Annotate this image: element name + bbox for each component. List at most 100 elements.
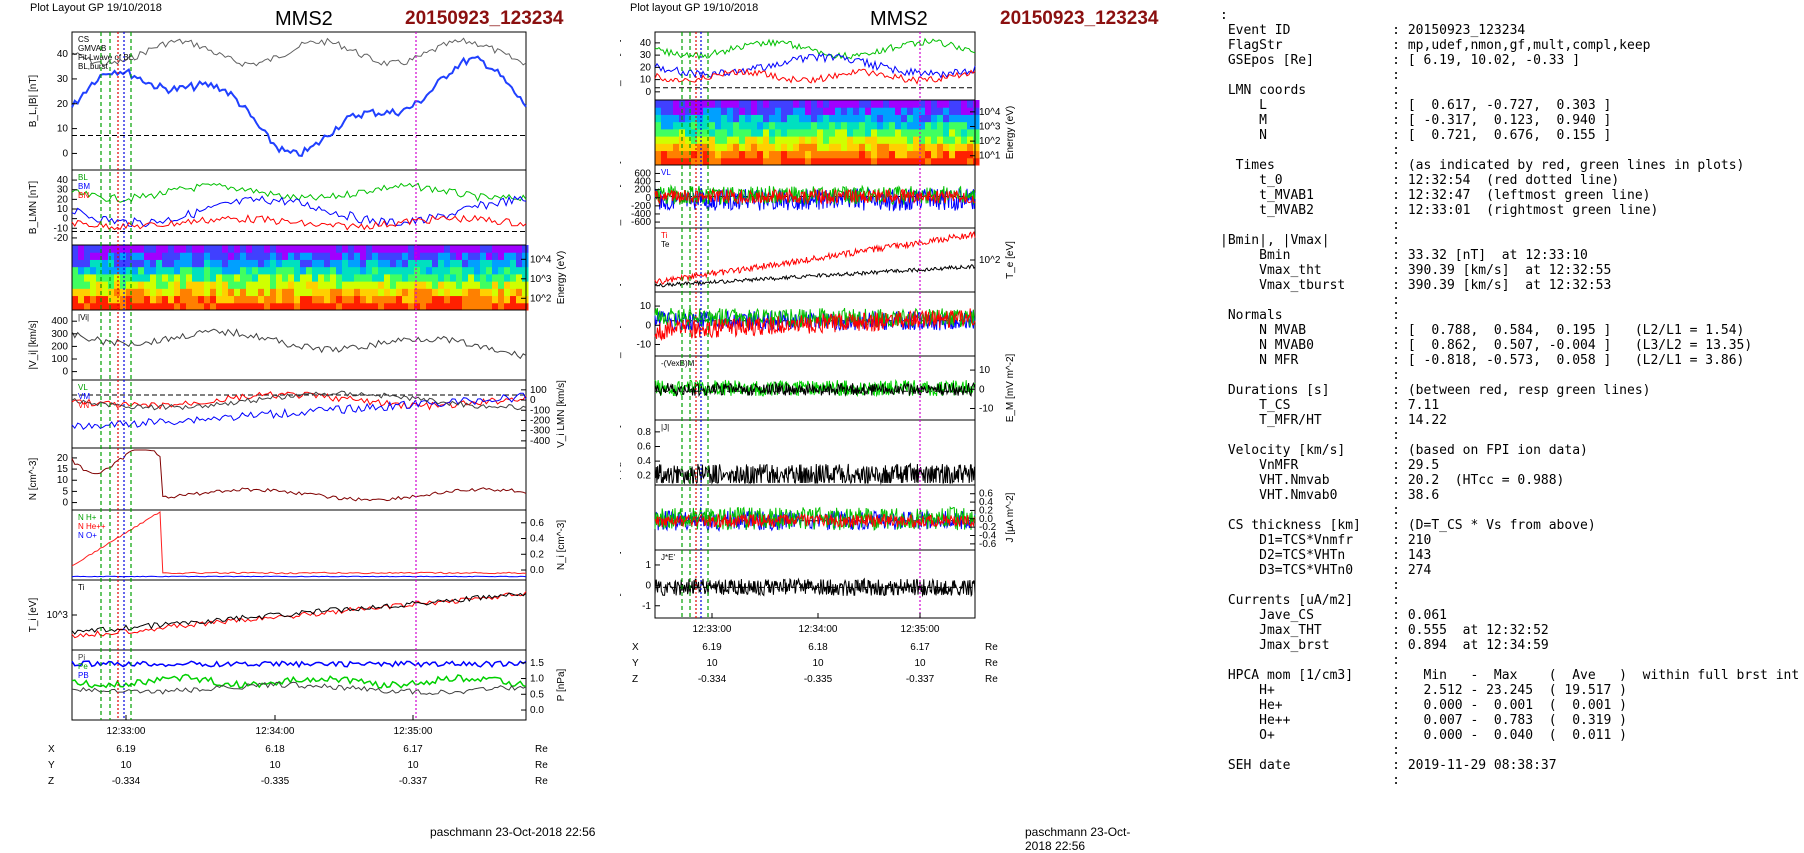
spectrogram-cell	[763, 150, 770, 159]
spectrogram-cell	[372, 302, 379, 311]
coord-row-label: Z	[48, 776, 54, 787]
spectrogram-cell	[294, 273, 301, 282]
spectrogram-cell	[757, 114, 764, 123]
spectrogram-cell	[522, 245, 529, 253]
spectrogram-cell	[829, 114, 836, 123]
spectrogram-cell	[162, 273, 169, 282]
spectrogram-cell	[150, 266, 157, 275]
spectrogram-cell	[402, 245, 409, 253]
spectrogram-cell	[126, 273, 133, 282]
spectrogram-cell	[78, 252, 85, 260]
spectrogram-cell	[282, 259, 289, 268]
spectrogram-cell	[877, 136, 884, 144]
spectrogram-cell	[847, 100, 854, 108]
y-tick-label: 0.0	[979, 514, 993, 525]
spectrogram-cell	[823, 121, 830, 130]
spectrogram-cell	[240, 273, 247, 282]
spectrogram-cell	[300, 259, 307, 268]
spectrogram-cell	[697, 157, 704, 166]
info-line: SEH date : 2019-11-29 08:38:37	[1220, 758, 1557, 773]
spectrogram-cell	[697, 114, 704, 123]
spectrogram-cell	[264, 295, 271, 304]
y-axis-label: T_i [eV]	[28, 598, 39, 633]
y-tick-label: 1.5	[530, 658, 544, 669]
panel-3: 10^2 10^3 10^4 Energy (eV)	[71, 244, 567, 311]
spectrogram-cell	[865, 121, 872, 130]
y-tick-label: 40	[57, 49, 69, 60]
spectrogram-cell	[492, 295, 499, 304]
spectrogram-cell	[516, 295, 523, 304]
spectrogram-cell	[793, 107, 800, 115]
spectrogram-cell	[510, 281, 517, 289]
spectrogram-cell	[673, 136, 680, 144]
spectrogram-cell	[504, 266, 511, 275]
spectrogram-cell	[270, 273, 277, 282]
spectrogram-cell	[156, 273, 163, 282]
spectrogram-cell	[198, 252, 205, 260]
info-line: D3=TCS*VHTn0 : 274	[1220, 563, 1432, 578]
panel-frame	[71, 169, 527, 246]
spectrogram-cell	[318, 252, 325, 260]
spectrogram-cell	[516, 245, 523, 253]
info-line: FlagStr : mp,udef,nmon,gf,mult,compl,kee…	[1220, 38, 1651, 53]
spectrogram-cell	[841, 150, 848, 159]
spectrogram-cell	[967, 143, 974, 152]
spectrogram-cell	[775, 157, 782, 166]
spectrogram-cell	[492, 252, 499, 260]
spectrogram-cell	[883, 107, 890, 115]
spectrogram-cell	[240, 259, 247, 268]
spectrogram-cell	[390, 252, 397, 260]
spectrogram-cell	[498, 259, 505, 268]
spectrogram-cell	[348, 302, 355, 311]
spectrogram-cell	[222, 245, 229, 253]
spectrogram-cell	[486, 281, 493, 289]
spectrogram-cell	[198, 245, 205, 253]
series-trace	[654, 37, 976, 61]
y-tick-label: 0.2	[530, 549, 544, 560]
spectrogram-cell	[246, 295, 253, 304]
spectrogram-cell	[330, 252, 337, 260]
spectrogram-cell	[114, 295, 121, 304]
spectrogram-cell	[931, 143, 938, 152]
spectrogram-cell	[360, 252, 367, 260]
spectrogram-cell	[781, 100, 788, 108]
y-tick-label: 10^2	[979, 136, 1001, 147]
spectrogram-cell	[288, 252, 295, 260]
spectrogram-cell	[102, 288, 109, 297]
legend-entry: PB	[78, 671, 89, 680]
spectrogram-cell	[919, 107, 926, 115]
spectrogram-cell	[805, 157, 812, 166]
spectrogram-cell	[270, 302, 277, 311]
spectrogram-cell	[781, 157, 788, 166]
spectrogram-cell	[967, 136, 974, 144]
coord-value: 6.17	[403, 744, 423, 755]
spectrogram-cell	[108, 273, 115, 282]
spectrogram-cell	[673, 157, 680, 166]
spectrogram-cell	[757, 143, 764, 152]
spectrogram-cell	[859, 157, 866, 166]
spectrogram-cell	[294, 281, 301, 289]
y-tick-label: -200	[631, 201, 651, 212]
spectrogram-cell	[973, 150, 980, 159]
spectrogram-cell	[426, 273, 433, 282]
spectrogram-cell	[907, 136, 914, 144]
spectrogram-cell	[168, 295, 175, 304]
spectrogram-cell	[282, 288, 289, 297]
spectrogram-cell	[204, 252, 211, 260]
spectrogram-cell	[216, 281, 223, 289]
spectrogram-cell	[144, 288, 151, 297]
spectrogram-cell	[925, 107, 932, 115]
spectrogram-cell	[907, 128, 914, 137]
y-axis-label: E_M [mV m^-2]	[1005, 353, 1016, 422]
y-tick-label: 10^4	[530, 254, 552, 265]
spectrogram-cell	[384, 295, 391, 304]
spectrogram-cell	[372, 295, 379, 304]
spectrogram-cell	[883, 121, 890, 130]
spectrogram-cell	[931, 150, 938, 159]
spectrogram-cell	[973, 136, 980, 144]
spectrogram-cell	[697, 107, 704, 115]
spectrogram-cell	[390, 273, 397, 282]
coord-row-label: X	[48, 744, 55, 755]
spectrogram-cell	[691, 157, 698, 166]
info-line: LMN coords :	[1220, 83, 1401, 98]
